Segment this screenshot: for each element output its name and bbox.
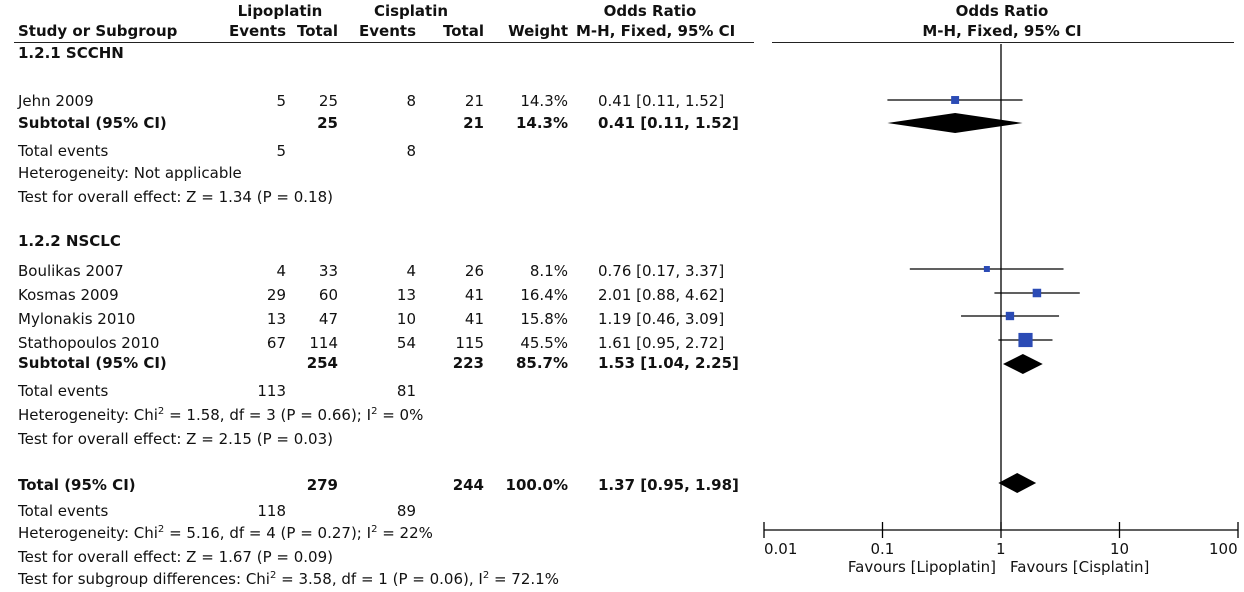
total2-header: Total — [443, 22, 484, 40]
x-tick-label: 1 — [996, 540, 1006, 558]
subtotal-total2: 21 — [463, 114, 484, 132]
events2: 8 — [406, 92, 416, 110]
events2: 4 — [406, 262, 416, 280]
weight-header: Weight — [508, 22, 568, 40]
odds-ratio-ci: 1.61 [0.95, 2.72] — [598, 334, 725, 352]
events2: 10 — [396, 310, 416, 328]
total-label: Total (95% CI) — [18, 476, 136, 494]
x-tick-label: 100 — [1209, 540, 1238, 558]
total-events1: 5 — [276, 142, 286, 160]
total-events2: 8 — [406, 142, 416, 160]
header-rule — [14, 42, 754, 43]
total-events2: 81 — [396, 382, 416, 400]
total1: 60 — [318, 286, 338, 304]
x-tick-label: 10 — [1110, 540, 1130, 558]
subgroup-title: 1.2.2 NSCLC — [18, 232, 121, 250]
events2: 13 — [396, 286, 416, 304]
total-total1: 279 — [306, 476, 338, 494]
total2: 21 — [464, 92, 484, 110]
events1-header: Events — [229, 22, 286, 40]
events2-header: Events — [359, 22, 416, 40]
events1: 29 — [266, 286, 286, 304]
group2-header: Cisplatin — [373, 2, 449, 20]
total1: 25 — [318, 92, 338, 110]
method-header: M-H, Fixed, 95% CI — [576, 22, 736, 40]
odds-ratio-ci: 0.41 [0.11, 1.52] — [598, 92, 725, 110]
odds-ratio-ci: 0.76 [0.17, 3.37] — [598, 262, 725, 280]
total-events-label: Total events — [18, 502, 109, 520]
weight: 45.5% — [520, 334, 568, 352]
pooled-diamond — [887, 113, 1023, 133]
study-marker — [983, 266, 990, 272]
subtotal-weight: 14.3% — [515, 114, 568, 132]
events1: 67 — [266, 334, 286, 352]
study-marker — [1032, 288, 1042, 298]
or-header: Odds Ratio — [603, 2, 697, 20]
overall-effect-text: Test for overall effect: Z = 2.15 (P = 0… — [18, 430, 333, 448]
x-tick-label: 0.1 — [870, 540, 895, 558]
study-name: Mylonakis 2010 — [18, 310, 136, 328]
total-events-label: Total events — [18, 142, 109, 160]
total1: 114 — [309, 334, 338, 352]
total1: 33 — [318, 262, 338, 280]
events2: 54 — [396, 334, 416, 352]
subtotal-label: Subtotal (95% CI) — [18, 354, 167, 372]
overall-effect-text: Test for overall effect: Z = 1.67 (P = 0… — [18, 548, 333, 566]
total2: 41 — [464, 310, 484, 328]
weight: 16.4% — [520, 286, 568, 304]
total2: 115 — [455, 334, 484, 352]
subtotal-ci: 1.53 [1.04, 2.25] — [598, 354, 739, 372]
study-marker — [1018, 332, 1033, 348]
subtotal-total1: 25 — [317, 114, 338, 132]
subtotal-label: Subtotal (95% CI) — [18, 114, 167, 132]
subtotal-total2: 223 — [452, 354, 484, 372]
study-name: Kosmas 2009 — [18, 286, 119, 304]
favours-left-label: Favours [Lipoplatin] — [847, 558, 996, 576]
plot-title: Odds Ratio — [955, 2, 1049, 20]
total-events1: 113 — [257, 382, 286, 400]
subtotal-total1: 254 — [306, 354, 338, 372]
total1-header: Total — [297, 22, 338, 40]
weight: 14.3% — [520, 92, 568, 110]
total-events-label: Total events — [18, 382, 109, 400]
study-name: Jehn 2009 — [18, 92, 94, 110]
total-total2: 244 — [452, 476, 484, 494]
heterogeneity-text: Heterogeneity: Chi2 = 1.58, df = 3 (P = … — [18, 406, 424, 424]
events1: 4 — [276, 262, 286, 280]
overall-effect-text: Test for overall effect: Z = 1.34 (P = 0… — [18, 188, 333, 206]
study-name: Boulikas 2007 — [18, 262, 124, 280]
subtotal-ci: 0.41 [0.11, 1.52] — [598, 114, 739, 132]
subtotal-weight: 85.7% — [515, 354, 568, 372]
heterogeneity-text: Heterogeneity: Not applicable — [18, 164, 242, 182]
total2: 26 — [464, 262, 484, 280]
total-ci: 1.37 [0.95, 1.98] — [598, 476, 739, 494]
study-marker — [951, 96, 960, 104]
events1: 5 — [276, 92, 286, 110]
heterogeneity-text: Heterogeneity: Chi2 = 5.16, df = 4 (P = … — [18, 524, 433, 542]
x-tick-label: 0.01 — [764, 540, 798, 558]
total2: 41 — [464, 286, 484, 304]
pooled-diamond — [1003, 354, 1043, 374]
plot-header-rule — [772, 42, 1234, 43]
weight: 8.1% — [529, 262, 568, 280]
group1-header: Lipoplatin — [237, 2, 323, 20]
pooled-diamond — [998, 473, 1037, 493]
subgroup-differences-text: Test for subgroup differences: Chi2 = 3.… — [18, 570, 559, 588]
study-col-header: Study or Subgroup — [18, 22, 178, 40]
study-marker — [1005, 311, 1015, 321]
odds-ratio-ci: 1.19 [0.46, 3.09] — [598, 310, 725, 328]
events1: 13 — [266, 310, 286, 328]
total-events2: 89 — [396, 502, 416, 520]
plot-method: M-H, Fixed, 95% CI — [922, 22, 1082, 40]
total-events1: 118 — [257, 502, 286, 520]
weight: 15.8% — [520, 310, 568, 328]
total1: 47 — [318, 310, 338, 328]
favours-right-label: Favours [Cisplatin] — [1010, 558, 1150, 576]
subgroup-title: 1.2.1 SCCHN — [18, 44, 124, 62]
odds-ratio-ci: 2.01 [0.88, 4.62] — [598, 286, 725, 304]
study-name: Stathopoulos 2010 — [18, 334, 160, 352]
total-weight: 100.0% — [505, 476, 568, 494]
